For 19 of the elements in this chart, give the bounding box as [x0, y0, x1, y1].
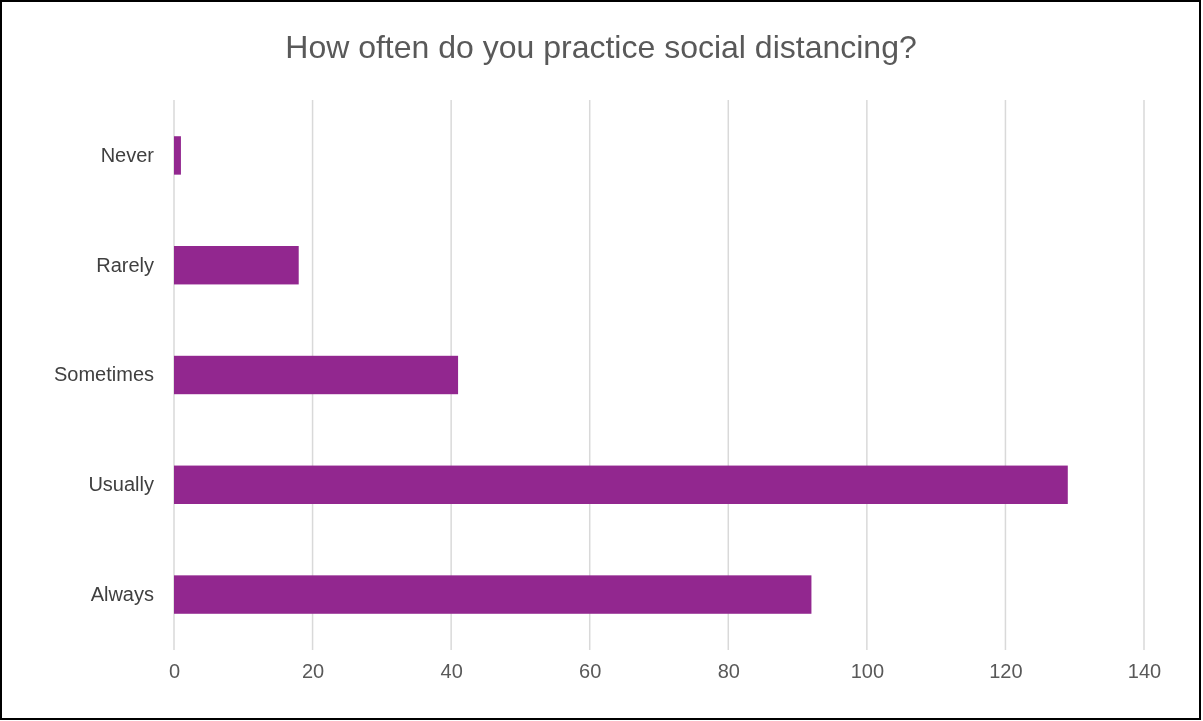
x-tick-label: 140 [1127, 660, 1162, 683]
x-tick-label: 0 [168, 660, 181, 683]
x-tick-label: 120 [989, 660, 1023, 683]
x-tick-label: 80 [717, 660, 740, 683]
bar [174, 355, 459, 395]
y-tick-label: Always [90, 582, 154, 605]
bar [174, 575, 812, 614]
y-tick-label: Usually [88, 473, 154, 496]
x-tick-label: 60 [579, 660, 602, 683]
bar [174, 465, 1068, 504]
chart-title: How often do you practice social distancing? [285, 29, 917, 65]
x-tick-label: 20 [301, 660, 325, 683]
y-tick-label: Sometimes [53, 363, 154, 386]
y-tick-label: Never [100, 143, 155, 166]
y-tick-label: Rarely [96, 253, 154, 276]
x-tick-label: 100 [850, 660, 885, 683]
x-tick-label: 40 [440, 660, 463, 683]
bar [174, 246, 299, 285]
bar [174, 136, 181, 175]
